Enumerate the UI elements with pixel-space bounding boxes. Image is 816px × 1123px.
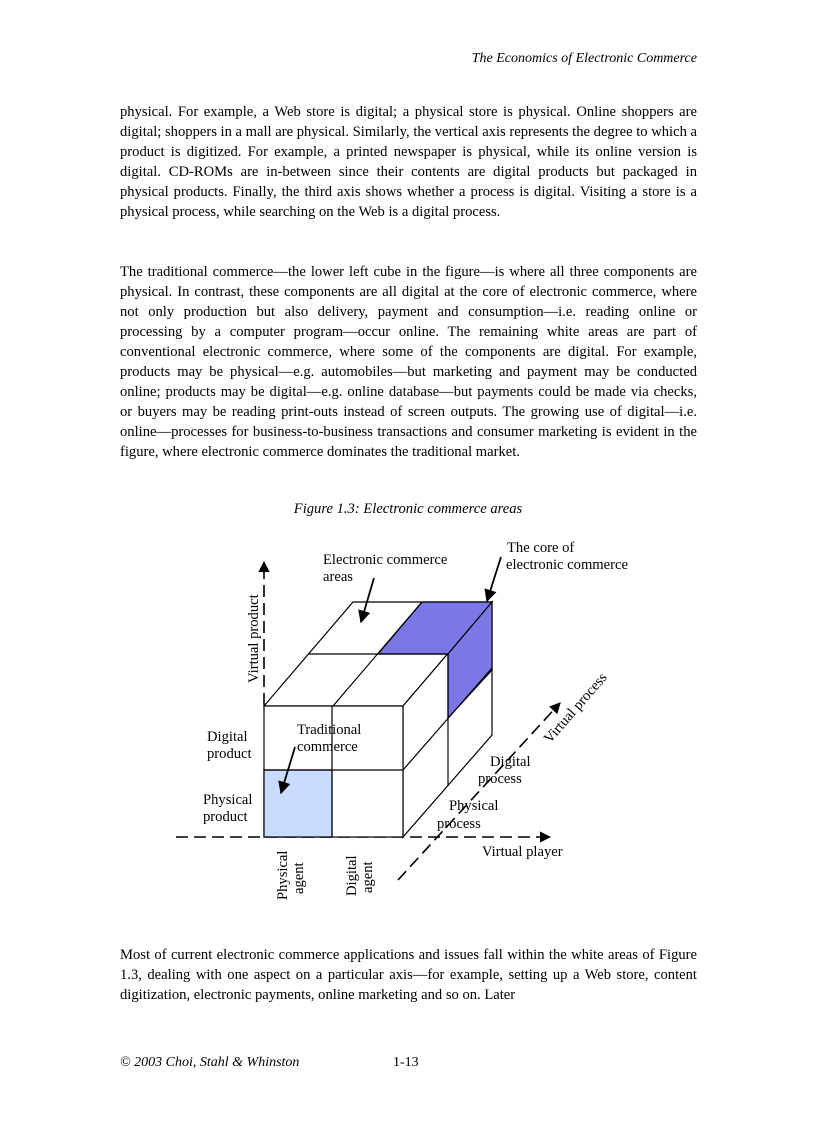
- label-digital-agent: Digital: [344, 855, 360, 896]
- label-virtual-process: Virtual process: [541, 670, 611, 747]
- virtual-process-axis: [397, 702, 561, 881]
- label-physical-process: process: [437, 816, 481, 832]
- label-ec-areas: areas: [323, 569, 353, 585]
- label-virtual-product: Virtual product: [246, 594, 262, 683]
- page-number: 1-13: [393, 1055, 419, 1070]
- label-ec-areas: Electronic commerce: [323, 552, 447, 568]
- label-core: The core of: [507, 540, 574, 556]
- running-header: The Economics of Electronic Commerce: [471, 51, 697, 66]
- label-traditional: commerce: [297, 739, 358, 755]
- label-physical-product: product: [203, 809, 248, 825]
- label-digital-process: Digital: [490, 754, 531, 770]
- paragraph: The traditional commerce—the lower left …: [120, 264, 697, 460]
- label-physical-agent: agent: [291, 862, 307, 894]
- figure-caption: Figure 1.3: Electronic commerce areas: [293, 501, 523, 517]
- label-physical-agent: Physical: [275, 851, 291, 900]
- label-digital-process: process: [478, 771, 522, 787]
- label-traditional: Traditional: [297, 722, 361, 738]
- label-core: electronic commerce: [506, 557, 628, 573]
- footer-copyright: © 2003 Choi, Stahl & Whinston: [120, 1055, 300, 1070]
- label-digital-product: product: [207, 746, 252, 762]
- label-virtual-player: Virtual player: [482, 844, 563, 860]
- label-digital-product: Digital: [207, 729, 248, 745]
- paragraph: physical. For example, a Web store is di…: [120, 104, 697, 220]
- paragraph: Most of current electronic commerce appl…: [120, 947, 697, 1003]
- traditional-commerce-cell: [263, 769, 333, 838]
- label-physical-process: Physical: [449, 798, 498, 814]
- label-physical-product: Physical: [203, 792, 252, 808]
- label-digital-agent: agent: [360, 861, 376, 893]
